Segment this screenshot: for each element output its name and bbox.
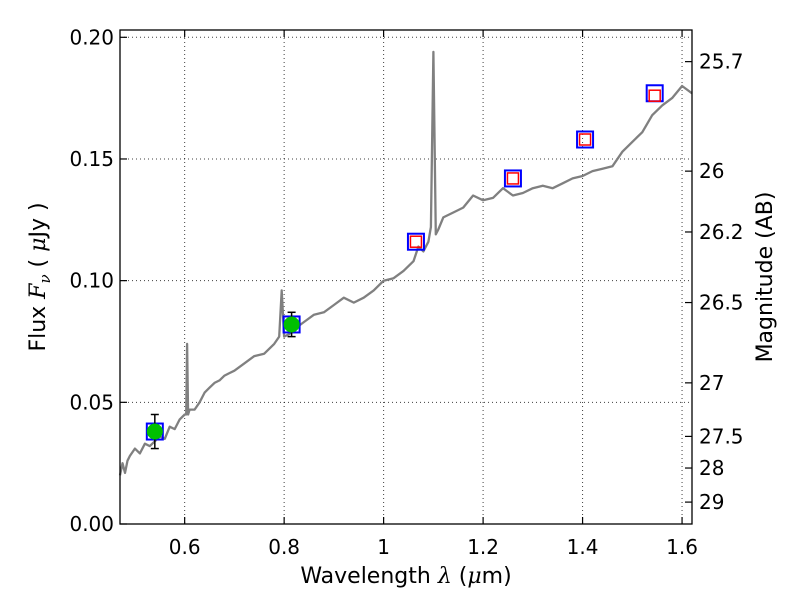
model-photometry-inner-box: [506, 172, 520, 185]
y2-tick-label: 26: [699, 159, 724, 183]
grid-lines: [120, 30, 692, 525]
model-photometry-box: [406, 232, 425, 251]
y-tick-label: 0.15: [69, 147, 114, 171]
x-axis-label: Wavelength λ (μm): [300, 564, 511, 589]
x-tick-label: 0.6: [169, 535, 201, 559]
y2-tick-label: 26.2: [699, 220, 744, 244]
model-photometry-inner-box: [409, 235, 423, 248]
y2-tick-label: 28: [699, 456, 724, 480]
photometry-points: [145, 84, 664, 450]
y2-axis-label: Magnitude (AB): [753, 192, 778, 363]
y-tick-label: 0.20: [69, 25, 114, 49]
axis-ticks: 0.6 0.8 1 1.2 1.4 1.6 0.00 0.05 0.10 0.15 0.20 25.7…: [69, 25, 743, 559]
y2-tick-label: 25.7: [699, 50, 744, 74]
model-photometry-box: [503, 169, 522, 188]
y-axis-label: Flux Fν ( μJy ): [26, 202, 54, 351]
x-tick-label: 0.8: [268, 535, 300, 559]
model-photometry-inner-box: [648, 89, 661, 102]
x-tick-label: 1.2: [467, 535, 499, 559]
y2-tick-label: 26.5: [699, 291, 744, 315]
spectrum-line: [118, 50, 693, 476]
x-tick-label: 1.4: [567, 535, 599, 559]
y2-tick-label: 29: [699, 490, 724, 514]
y-tick-label: 0.00: [69, 512, 114, 536]
y-tick-label: 0.05: [69, 390, 114, 414]
measured-point: [146, 423, 163, 440]
measured-point: [283, 316, 300, 333]
x-tick-label: 1: [377, 535, 390, 559]
y2-tick-label: 27: [699, 371, 724, 395]
model-photometry-inner-box: [578, 133, 592, 146]
plot-frame: [119, 29, 693, 525]
x-tick-label: 1.6: [666, 535, 698, 559]
y2-tick-label: 27.5: [699, 424, 744, 448]
spectrum-series: [118, 50, 693, 476]
y-tick-label: 0.10: [69, 269, 114, 293]
model-photometry-box: [576, 130, 595, 149]
